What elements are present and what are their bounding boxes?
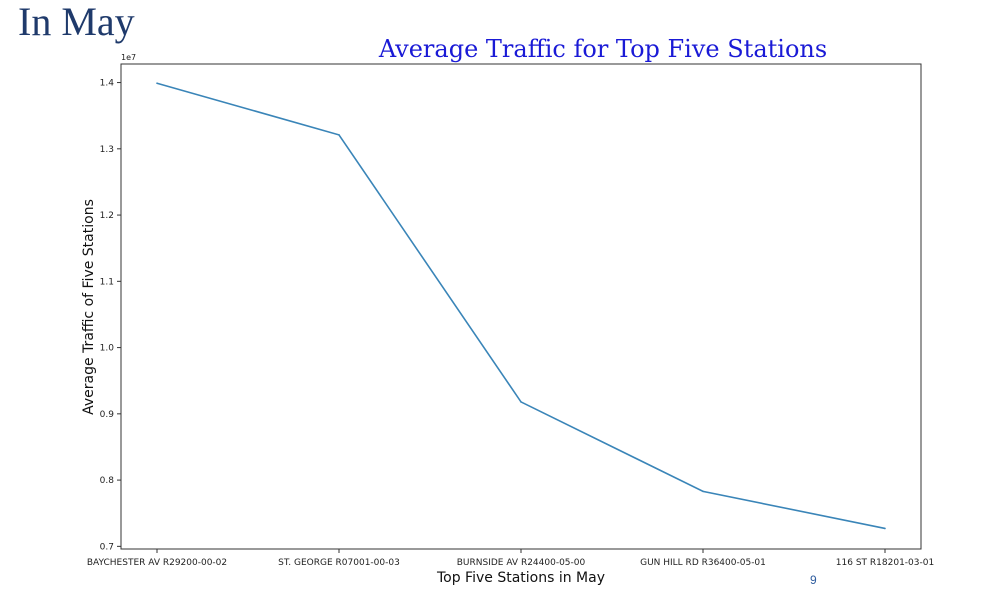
y-exponent-label: 1e7: [121, 53, 136, 62]
page-number: 9: [810, 573, 817, 587]
y-tick-label: 0.9: [100, 410, 115, 420]
y-tick-label: 0.8: [100, 476, 115, 486]
data-point: [156, 82, 158, 85]
y-tick-label: 1.1: [100, 277, 114, 287]
chart-title: Average Traffic for Top Five Stations: [378, 35, 827, 63]
x-tick-label: ST. GEORGE R07001-00-03: [278, 558, 400, 568]
x-tick-label: GUN HILL RD R36400-05-01: [640, 558, 766, 568]
series-line: [156, 82, 886, 530]
data-point: [702, 490, 704, 493]
plot-area: [120, 63, 922, 550]
y-tick-label: 1.0: [100, 344, 115, 354]
y-tick-label: 1.2: [100, 211, 114, 221]
x-axis-ticks: BAYCHESTER AV R29200-00-02 ST. GEORGE R07…: [87, 549, 934, 568]
data-point: [520, 401, 522, 403]
series-group: [156, 82, 886, 530]
x-tick-label: BAYCHESTER AV R29200-00-02: [87, 558, 227, 568]
y-axis-label: Average Traffic of Five Stations: [81, 199, 97, 415]
y-tick-label: 1.3: [100, 145, 114, 155]
y-tick-label: 1.4: [100, 79, 115, 89]
data-point: [884, 527, 886, 530]
x-tick-label: BURNSIDE AV R24400-05-00: [457, 558, 586, 568]
y-tick-label: 0.7: [100, 542, 114, 552]
x-tick-label: 116 ST R18201-03-01: [836, 558, 934, 568]
data-point: [338, 134, 340, 136]
y-axis-ticks: 0.7 0.8 0.9 1.0 1.1 1.2 1.3 1.4: [100, 79, 121, 552]
x-axis-label: Top Five Stations in May: [436, 570, 605, 586]
slide-title: In May: [18, 0, 135, 44]
